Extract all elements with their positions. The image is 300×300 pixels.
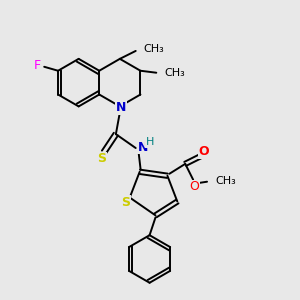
Text: F: F [34, 59, 41, 72]
Text: O: O [199, 146, 209, 158]
Text: CH₃: CH₃ [164, 68, 185, 78]
Text: CH₃: CH₃ [144, 44, 164, 54]
Text: O: O [189, 180, 199, 193]
Text: S: S [121, 196, 130, 209]
Text: N: N [137, 140, 148, 154]
Text: N: N [116, 101, 126, 114]
Text: H: H [146, 137, 154, 147]
Text: S: S [98, 152, 106, 165]
Text: CH₃: CH₃ [215, 176, 236, 186]
